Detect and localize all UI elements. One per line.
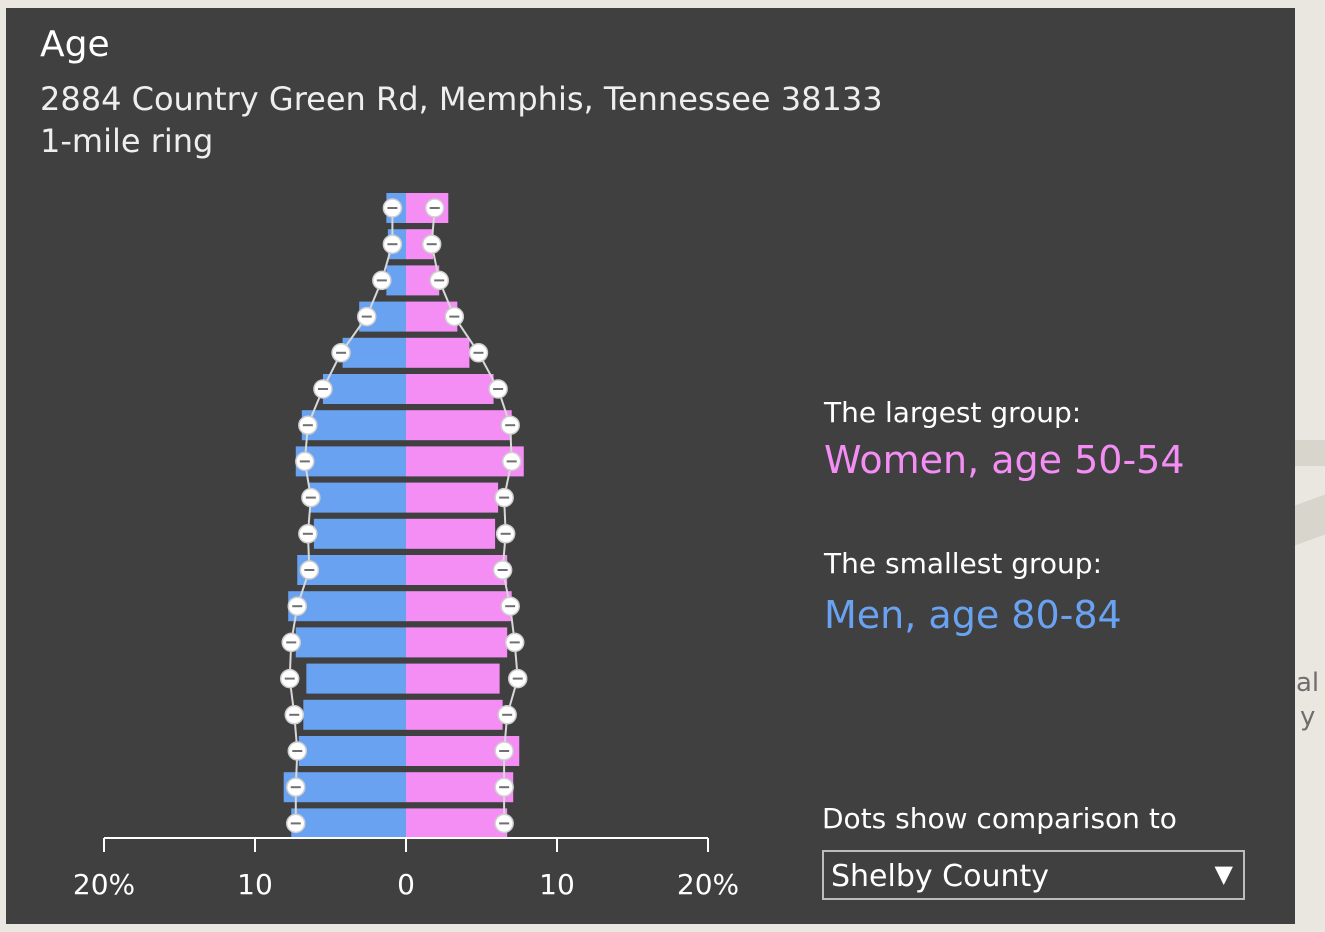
men-bar — [342, 337, 406, 368]
x-tick-label: 20% — [73, 868, 135, 901]
men-bar — [309, 482, 406, 513]
women-bar — [406, 337, 470, 368]
women-bar — [406, 627, 508, 658]
largest-group-label: The largest group: — [824, 396, 1082, 429]
women-bar — [406, 699, 503, 730]
women-bar — [406, 482, 499, 513]
x-tick-label: 10 — [237, 868, 273, 901]
women-bar — [406, 374, 494, 404]
largest-group-value: Women, age 50-54 — [824, 438, 1185, 482]
comparison-selected-value: Shelby County — [831, 859, 1050, 894]
map-label-fragment: al — [1296, 668, 1320, 698]
smallest-group-value: Men, age 80-84 — [824, 593, 1122, 637]
age-panel: Age 2884 Country Green Rd, Memphis, Tenn… — [6, 8, 1295, 924]
men-bar — [313, 518, 406, 549]
smallest-group-label: The smallest group: — [824, 547, 1103, 580]
comparison-select[interactable]: Shelby County ▼ — [822, 850, 1245, 900]
women-bar — [406, 591, 512, 622]
men-bar — [291, 808, 406, 839]
women-bar — [406, 808, 508, 839]
map-road — [1295, 440, 1325, 466]
men-bar — [295, 627, 406, 658]
dropdown-arrow-icon: ▼ — [1214, 860, 1233, 888]
men-bar — [301, 410, 406, 441]
men-bar — [298, 736, 406, 766]
x-tick-label: 0 — [397, 868, 415, 901]
women-bar — [406, 555, 508, 585]
women-bar — [406, 663, 500, 694]
address-text: 2884 Country Green Rd, Memphis, Tennesse… — [40, 80, 883, 118]
map-label-fragment: y — [1300, 702, 1316, 732]
population-pyramid-chart: 20% 10 0 10 20% — [73, 193, 739, 901]
x-tick-label: 10 — [539, 868, 575, 901]
map-road — [1295, 494, 1325, 546]
men-bar — [322, 374, 406, 404]
women-bar — [406, 518, 496, 549]
men-bar — [306, 663, 406, 694]
women-comparison-line — [430, 207, 519, 824]
ring-text: 1-mile ring — [40, 122, 214, 160]
comparison-label: Dots show comparison to — [822, 802, 1177, 835]
panel-title: Age — [40, 24, 110, 65]
men-comparison-line — [288, 208, 394, 824]
men-bar — [288, 591, 406, 622]
women-bar — [406, 410, 512, 441]
men-bar — [303, 699, 406, 730]
men-bar — [386, 265, 406, 296]
x-tick-label: 20% — [677, 868, 739, 901]
